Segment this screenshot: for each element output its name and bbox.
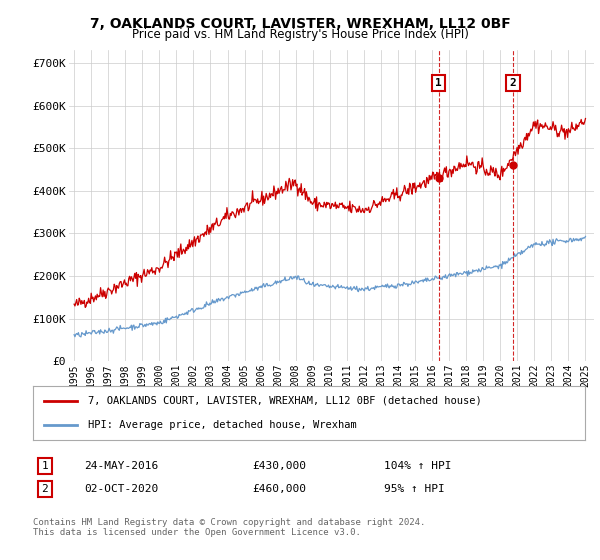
Text: 7, OAKLANDS COURT, LAVISTER, WREXHAM, LL12 0BF: 7, OAKLANDS COURT, LAVISTER, WREXHAM, LL… [89,17,511,31]
Text: 7, OAKLANDS COURT, LAVISTER, WREXHAM, LL12 0BF (detached house): 7, OAKLANDS COURT, LAVISTER, WREXHAM, LL… [88,396,482,406]
Text: 95% ↑ HPI: 95% ↑ HPI [384,484,445,494]
Text: 24-MAY-2016: 24-MAY-2016 [84,461,158,471]
Text: 02-OCT-2020: 02-OCT-2020 [84,484,158,494]
Text: £430,000: £430,000 [252,461,306,471]
Text: HPI: Average price, detached house, Wrexham: HPI: Average price, detached house, Wrex… [88,420,357,430]
Text: £460,000: £460,000 [252,484,306,494]
Text: 2: 2 [41,484,49,494]
Text: 2: 2 [509,78,517,88]
Text: 1: 1 [41,461,49,471]
Text: Contains HM Land Registry data © Crown copyright and database right 2024.
This d: Contains HM Land Registry data © Crown c… [33,518,425,538]
Text: Price paid vs. HM Land Registry's House Price Index (HPI): Price paid vs. HM Land Registry's House … [131,28,469,41]
Text: 104% ↑ HPI: 104% ↑ HPI [384,461,452,471]
Text: 1: 1 [436,78,442,88]
